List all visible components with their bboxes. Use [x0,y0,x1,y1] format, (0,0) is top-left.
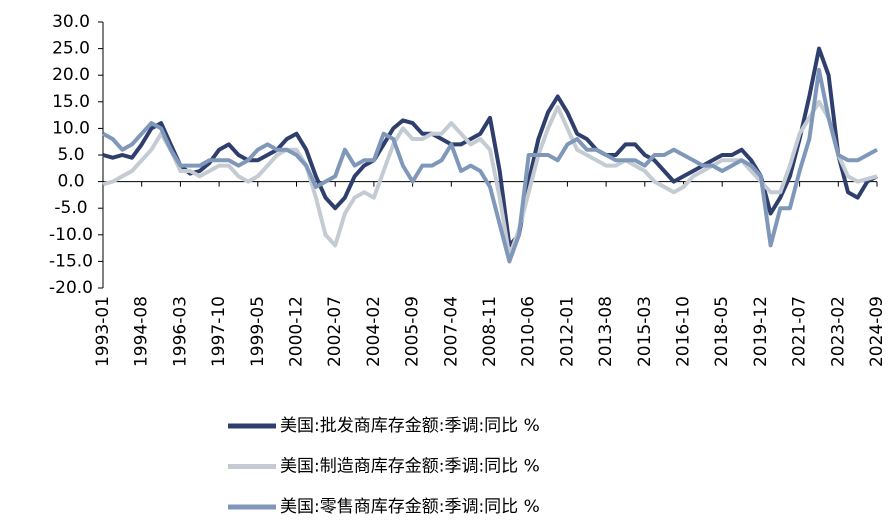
y-tick-label: 20.0 [52,65,90,85]
y-tick-label: 15.0 [52,92,90,112]
x-tick-label: 1996-03 [170,296,190,367]
x-tick-label: 2002-07 [325,296,345,367]
y-tick-label: 5.0 [57,145,84,165]
x-tick-label: 2005-09 [403,296,423,367]
y-tick-label: 30.0 [52,12,90,32]
x-tick-label: 2021-07 [790,296,810,367]
x-tick-label: 2023-02 [828,296,848,367]
x-tick-label: 2010-06 [519,296,539,367]
series-line [102,99,878,259]
y-tick-label: -5.0 [54,198,87,218]
legend-label: 美国:零售商库存金额:季调:同比 % [280,497,540,517]
y-tick-label: 25.0 [52,39,90,59]
series-line [102,67,878,264]
x-tick-label: 2008-11 [480,296,500,367]
y-tick-label: -15.0 [49,251,93,271]
y-tick-label: 10.0 [52,118,90,138]
legend-label: 美国:批发商库存金额:季调:同比 % [280,416,540,436]
y-tick-label: 0.0 [57,172,84,192]
x-tick-label: 2016-10 [674,296,694,367]
x-tick-label: 2012-01 [557,296,577,367]
x-tick-label: 2024-09 [867,296,887,367]
x-tick-label: 2019-12 [751,296,771,367]
series-line [102,46,878,248]
x-tick-label: 2015-03 [635,296,655,367]
x-tick-label: 2007-04 [441,296,461,367]
x-tick-label: 1997-10 [209,296,229,367]
y-tick-label: -20.0 [49,278,93,298]
y-tick-label: -10.0 [49,225,93,245]
x-tick-label: 1993-01 [93,296,113,367]
x-tick-label: 2013-08 [596,296,616,367]
x-tick-label: 2000-12 [287,296,307,367]
legend-label: 美国:制造商库存金额:季调:同比 % [280,457,540,477]
x-tick-label: 2004-02 [364,296,384,367]
x-tick-label: 1999-05 [248,296,268,367]
x-tick-label: 2018-05 [712,296,732,367]
x-tick-label: 1994-08 [132,296,152,367]
